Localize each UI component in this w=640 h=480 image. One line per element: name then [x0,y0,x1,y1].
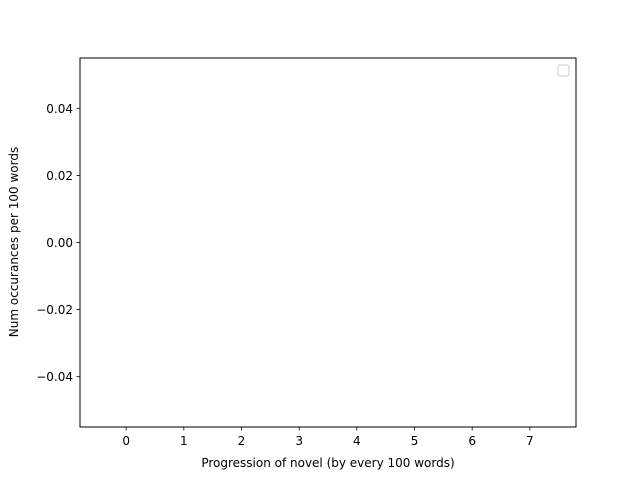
x-axis-label: Progression of novel (by every 100 words… [201,456,454,470]
y-axis-ticks: −0.04 −0.02 0.00 0.02 0.04 [36,102,80,384]
plot-frame [79,57,577,428]
y-tick-label: −0.04 [36,370,73,384]
x-tick-label: 7 [526,434,534,448]
x-tick-label: 0 [122,434,130,448]
plot-area [80,58,576,427]
y-tick-label: 0.00 [46,236,73,250]
x-tick-label: 2 [238,434,246,448]
x-tick-label: 6 [468,434,476,448]
x-axis-ticks: 0 1 2 3 4 5 6 7 [122,427,534,448]
y-tick-label: 0.02 [46,169,73,183]
y-tick-label: −0.02 [36,303,73,317]
y-tick-label: 0.04 [46,102,73,116]
x-tick-label: 1 [180,434,188,448]
legend-box [557,64,570,77]
x-tick-label: 5 [411,434,419,448]
x-tick-label: 4 [353,434,361,448]
y-axis-label: Num occurances per 100 words [7,147,21,337]
x-tick-label: 3 [295,434,303,448]
